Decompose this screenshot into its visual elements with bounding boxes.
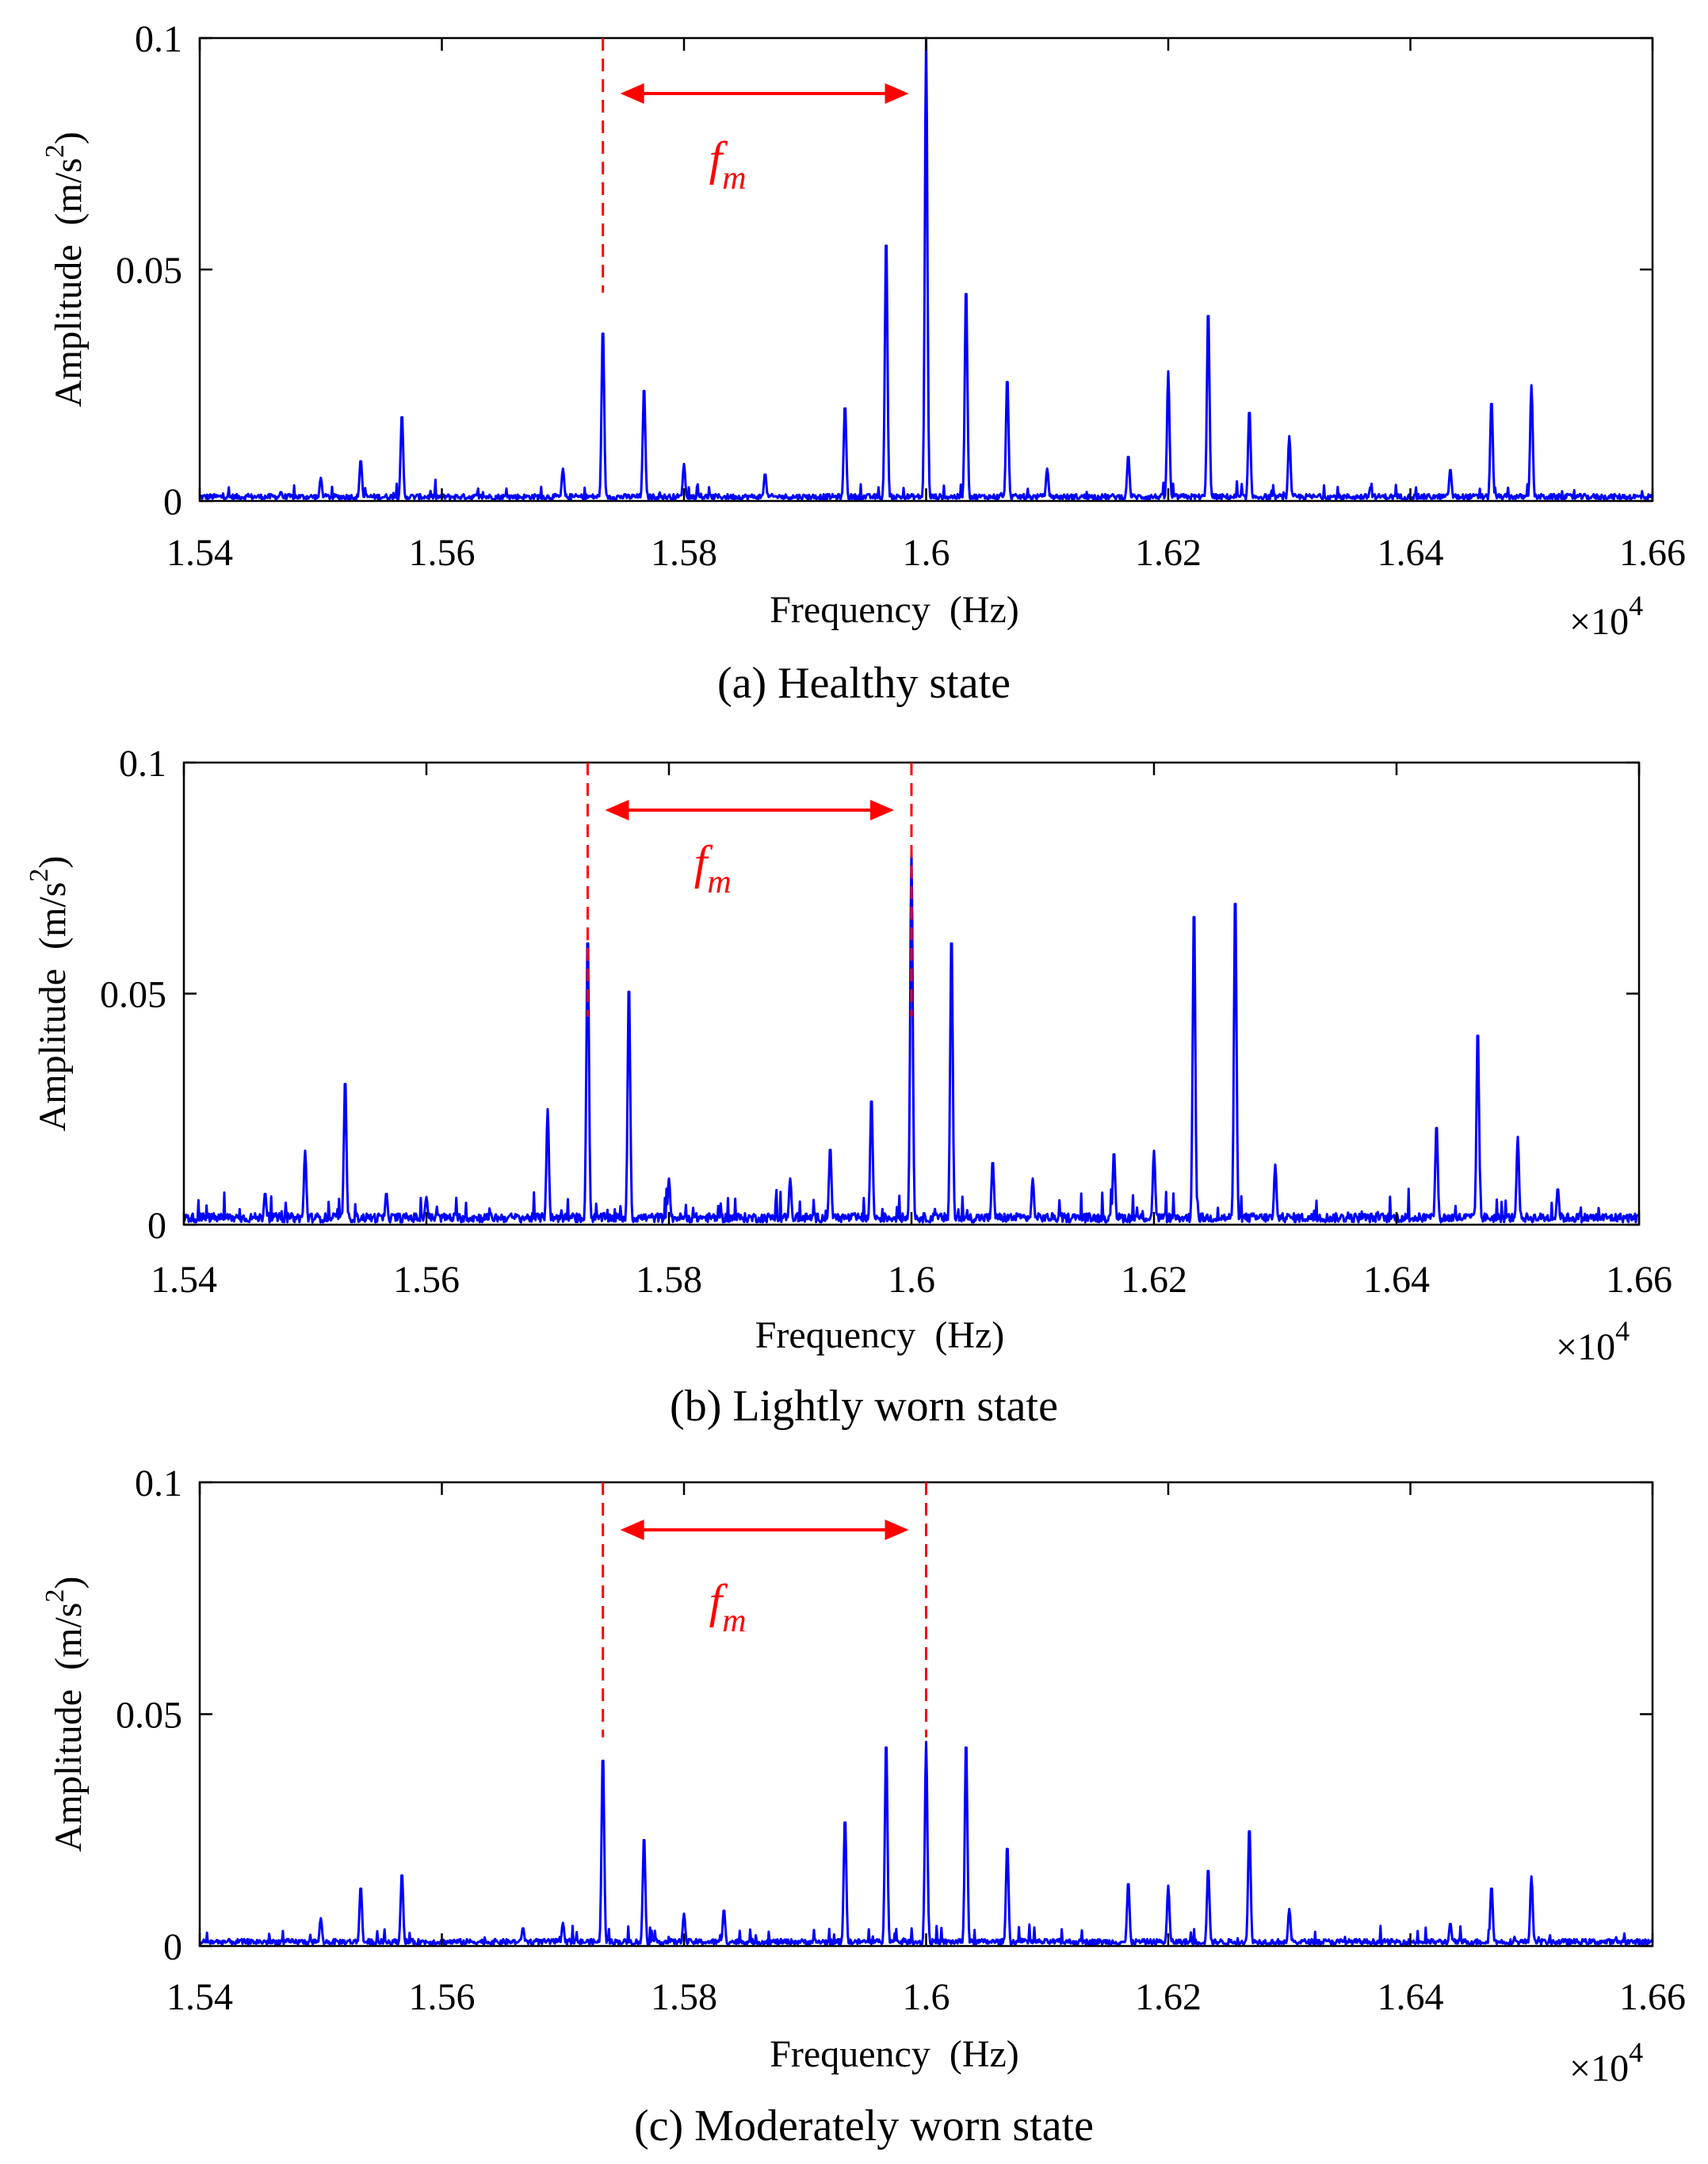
x-tick-label: 1.64 [1377, 1976, 1444, 2018]
x-axis-multiplier-exponent: 4 [1629, 2036, 1643, 2068]
y-axis-label-superscript: 2 [40, 144, 70, 158]
x-tick-label: 1.58 [651, 1976, 717, 2018]
x-axis-multiplier-exponent: 4 [1615, 1315, 1630, 1347]
y-tick-label: 0 [163, 481, 182, 523]
x-tick-label: 1.66 [1619, 532, 1686, 574]
x-tick-label: 1.54 [166, 1976, 233, 2018]
x-tick-label: 1.58 [636, 1259, 702, 1301]
x-tick-label: 1.62 [1135, 1976, 1202, 2018]
x-tick-label: 1.56 [409, 532, 476, 574]
y-tick-label: 0.05 [100, 974, 166, 1016]
x-tick-label: 1.66 [1606, 1259, 1672, 1301]
x-tick-label: 1.54 [166, 532, 233, 574]
y-axis-label: Amplitude (m/s2) [40, 132, 90, 407]
spectrum-line [199, 1741, 1654, 1946]
y-axis-label-end: ) [48, 1577, 90, 1589]
x-axis-label: Frequency (Hz) [770, 589, 1019, 631]
spectrum-line [183, 849, 1641, 1224]
x-axis-label: Frequency (Hz) [770, 2033, 1019, 2075]
x-tick-label: 1.66 [1619, 1976, 1686, 2018]
chart-panel-2: 1.54 1.56 1.58 1.6 1.62 1.64 1.66 0 0.05 0.1 Frequ… [25, 743, 1672, 1431]
x-tick-label: 1.64 [1363, 1259, 1430, 1301]
y-tick-label: 0.05 [116, 1695, 182, 1737]
fm-arrow-head-left [620, 83, 644, 104]
fm-label-subscript: m [707, 864, 731, 900]
fm-label-subscript: m [722, 1603, 746, 1639]
chart-panel-3: 1.54 1.56 1.58 1.6 1.62 1.64 1.66 0 0.05 0.1 Frequ… [40, 1462, 1686, 2151]
panel-caption: (a) Healthy state [717, 659, 1011, 708]
y-axis-label-main: Amplitude (m/s [48, 1603, 90, 1852]
x-axis-multiplier-base: ×10 [1569, 2047, 1629, 2089]
y-axis-label-superscript: 2 [40, 1589, 70, 1603]
x-tick-label: 1.56 [409, 1976, 476, 2018]
x-tick-label: 1.6 [903, 1976, 950, 2018]
fm-label: fm [709, 1575, 747, 1639]
fm-label: fm [709, 132, 747, 197]
y-axis-label-main: Amplitude (m/s [32, 882, 74, 1132]
y-axis-label-superscript: 2 [25, 869, 54, 882]
x-tick-label: 1.58 [651, 532, 717, 574]
fm-label: fm [694, 836, 732, 900]
y-tick-label: 0 [163, 1926, 182, 1968]
y-axis-label-end: ) [48, 132, 90, 144]
x-axis-multiplier: ×104 [1556, 1315, 1630, 1368]
x-tick-label: 1.62 [1121, 1259, 1187, 1301]
panel-caption: (b) Lightly worn state [670, 1382, 1058, 1431]
x-axis-multiplier: ×104 [1569, 2036, 1643, 2089]
x-axis-multiplier: ×104 [1569, 590, 1643, 643]
fm-arrow-head-right [885, 83, 909, 104]
y-axis-label-main: Amplitude (m/s [48, 158, 90, 407]
x-axis-label: Frequency (Hz) [755, 1314, 1005, 1356]
y-axis-label-end: ) [32, 856, 74, 869]
fm-label-subscript: m [722, 160, 746, 197]
chart-panel-1: 1.54 1.56 1.58 1.6 1.62 1.64 1.66 0 0.05 0.1 Frequ… [40, 18, 1686, 708]
y-axis-label: Amplitude (m/s2) [25, 856, 74, 1132]
y-tick-label: 0.1 [119, 743, 166, 785]
y-tick-label: 0.1 [135, 1462, 182, 1504]
x-tick-label: 1.64 [1377, 532, 1444, 574]
spectrum-line [199, 36, 1654, 501]
x-axis-multiplier-base: ×10 [1556, 1326, 1615, 1368]
y-axis-label: Amplitude (m/s2) [40, 1577, 90, 1852]
fm-arrow-head-left [605, 800, 629, 820]
x-tick-label: 1.54 [151, 1259, 217, 1301]
x-axis-multiplier-base: ×10 [1569, 601, 1629, 643]
fm-arrow-head-right [885, 1520, 909, 1540]
y-tick-label: 0.1 [135, 18, 182, 60]
x-tick-label: 1.62 [1135, 532, 1202, 574]
x-axis-multiplier-exponent: 4 [1629, 590, 1643, 621]
fm-arrow-head-left [620, 1520, 644, 1540]
x-tick-label: 1.6 [888, 1259, 935, 1301]
x-tick-label: 1.56 [393, 1259, 460, 1301]
y-tick-label: 0.05 [116, 250, 182, 292]
panel-caption: (c) Moderately worn state [634, 2101, 1094, 2151]
fm-arrow-head-right [870, 800, 894, 820]
y-tick-label: 0 [147, 1205, 166, 1247]
x-tick-label: 1.6 [903, 532, 950, 574]
